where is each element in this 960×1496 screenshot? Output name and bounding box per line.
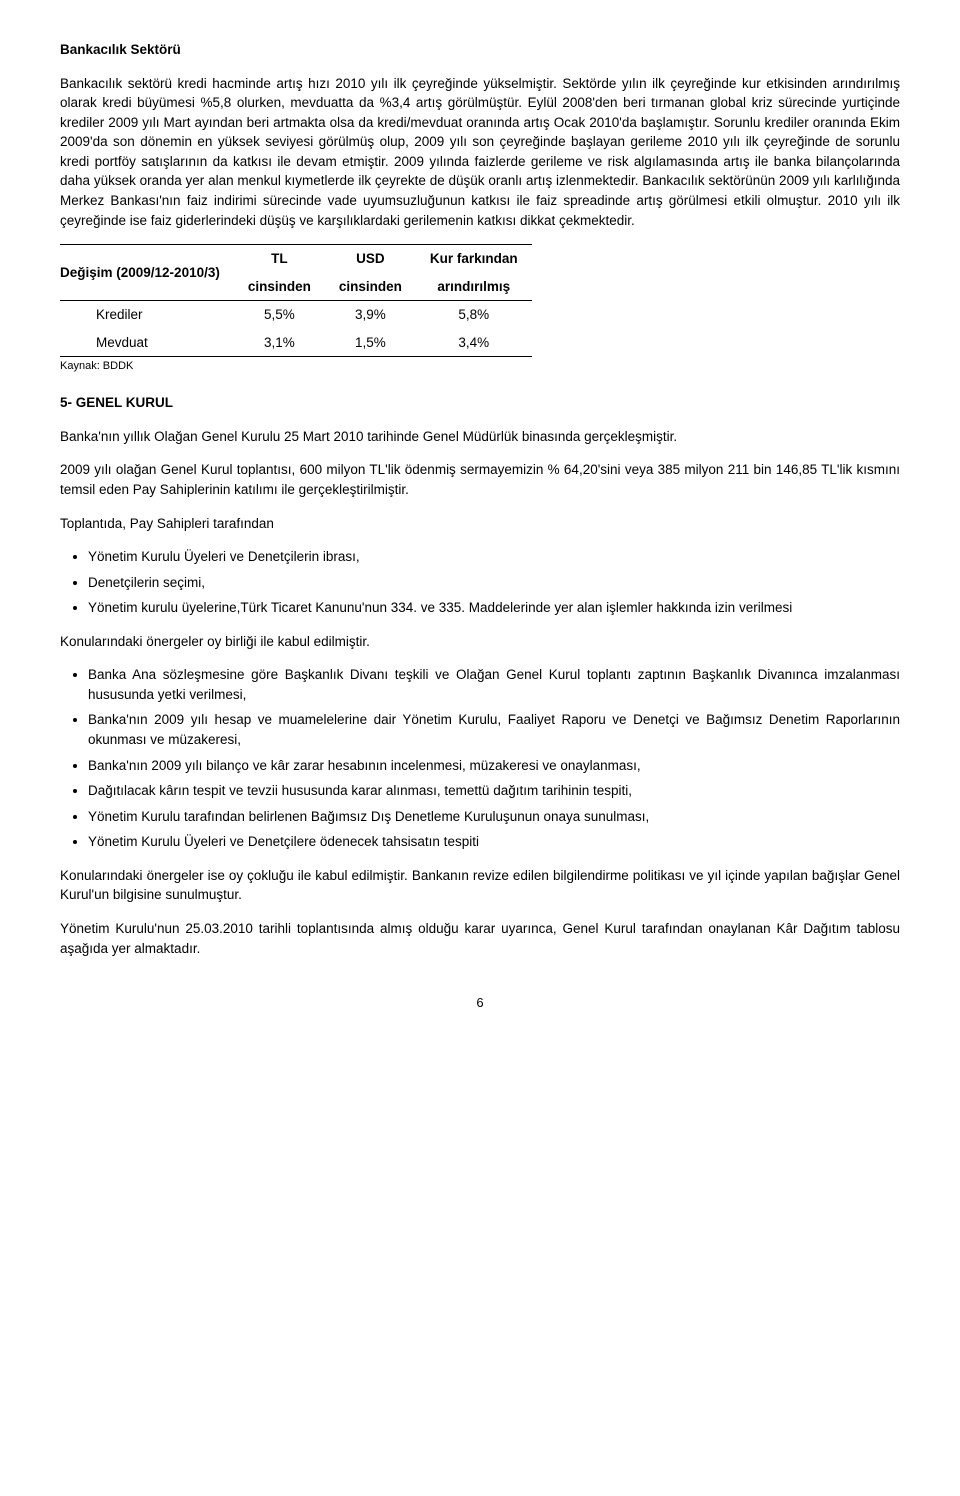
- table-row-label: Krediler: [60, 301, 234, 329]
- table-row: Mevduat 3,1% 1,5% 3,4%: [60, 329, 532, 357]
- list-item: Yönetim Kurulu tarafından belirlenen Bağ…: [88, 807, 900, 827]
- table-cell: 5,8%: [416, 301, 532, 329]
- list-item: Banka Ana sözleşmesine göre Başkanlık Di…: [88, 665, 900, 704]
- paragraph-banking-body: Bankacılık sektörü kredi hacminde artış …: [60, 74, 900, 231]
- table-source: Kaynak: BDDK: [60, 359, 900, 375]
- table-row-label: Mevduat: [60, 329, 234, 357]
- list-item: Yönetim kurulu üyelerine,Türk Ticaret Ka…: [88, 598, 900, 618]
- table-cell: 3,4%: [416, 329, 532, 357]
- paragraph: 2009 yılı olağan Genel Kurul toplantısı,…: [60, 460, 900, 499]
- bullet-list-1: Yönetim Kurulu Üyeleri ve Denetçilerin i…: [88, 547, 900, 618]
- table-col1-line2: cinsinden: [234, 273, 325, 301]
- table-cell: 3,9%: [325, 301, 416, 329]
- section-title-genel-kurul: 5- GENEL KURUL: [60, 393, 900, 413]
- table-row: Krediler 5,5% 3,9% 5,8%: [60, 301, 532, 329]
- table-col1-line1: TL: [234, 245, 325, 273]
- paragraph: Konularındaki önergeler ise oy çokluğu i…: [60, 866, 900, 905]
- table-cell: 5,5%: [234, 301, 325, 329]
- list-item: Denetçilerin seçimi,: [88, 573, 900, 593]
- list-item: Yönetim Kurulu Üyeleri ve Denetçilerin i…: [88, 547, 900, 567]
- table-col3-line1: Kur farkından: [416, 245, 532, 273]
- list-item: Banka'nın 2009 yılı hesap ve muameleleri…: [88, 710, 900, 749]
- list-item: Dağıtılacak kârın tespit ve tevzii husus…: [88, 781, 900, 801]
- table-col2-line2: cinsinden: [325, 273, 416, 301]
- paragraph: Banka'nın yıllık Olağan Genel Kurulu 25 …: [60, 427, 900, 447]
- page-number: 6: [60, 994, 900, 1013]
- paragraph: Toplantıda, Pay Sahipleri tarafından: [60, 514, 900, 534]
- list-item: Yönetim Kurulu Üyeleri ve Denetçilere öd…: [88, 832, 900, 852]
- paragraph: Konularındaki önergeler oy birliği ile k…: [60, 632, 900, 652]
- table-col3-line2: arındırılmış: [416, 273, 532, 301]
- table-col2-line1: USD: [325, 245, 416, 273]
- table-cell: 1,5%: [325, 329, 416, 357]
- paragraph: Yönetim Kurulu'nun 25.03.2010 tarihli to…: [60, 919, 900, 958]
- bullet-list-2: Banka Ana sözleşmesine göre Başkanlık Di…: [88, 665, 900, 852]
- section-title-banking: Bankacılık Sektörü: [60, 40, 900, 60]
- table-cell: 3,1%: [234, 329, 325, 357]
- table-header-label: Değişim (2009/12-2010/3): [60, 245, 234, 301]
- change-table: Değişim (2009/12-2010/3) TL USD Kur fark…: [60, 244, 900, 375]
- list-item: Banka'nın 2009 yılı bilanço ve kâr zarar…: [88, 756, 900, 776]
